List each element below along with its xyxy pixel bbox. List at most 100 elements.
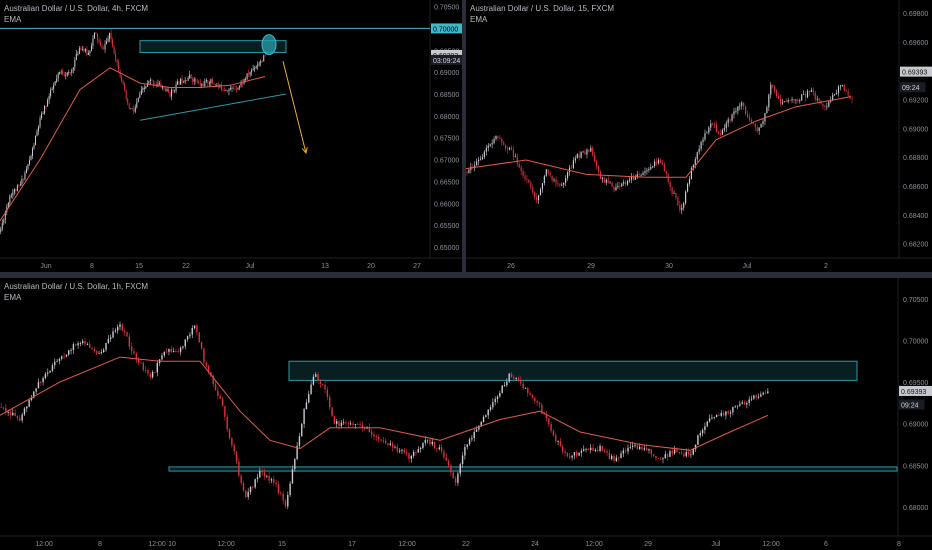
candle-body: [338, 421, 340, 427]
x-tick-label: 17: [348, 541, 356, 548]
candle-body: [686, 183, 689, 192]
candle-body: [636, 445, 639, 450]
candle-body: [408, 453, 410, 459]
candle-body: [613, 186, 615, 191]
candle-body: [683, 203, 685, 208]
candle-body: [723, 128, 725, 131]
candle-body: [625, 182, 627, 185]
candle-body: [256, 477, 259, 480]
chart-1h-svg[interactable]: 0.70500 0.70000 0.69500 0.69000 0.68500 0.680…: [0, 278, 932, 550]
candle-body: [615, 187, 617, 191]
candle-body: [474, 165, 476, 168]
candle-body: [235, 451, 238, 462]
candle-body: [569, 456, 571, 458]
x-tick-label: 12:00: [398, 541, 416, 548]
candle-body: [105, 342, 107, 350]
candle-body: [503, 385, 506, 386]
candle-body: [361, 424, 364, 428]
candle-body: [16, 185, 18, 191]
candle-body: [87, 53, 89, 55]
candle-body: [345, 422, 347, 424]
chart-4h-svg[interactable]: 0.705000.700000.695000.690000.685000.680…: [0, 0, 462, 272]
candle-body: [80, 48, 82, 50]
chart-15m-svg[interactable]: 0.698000.696000.694000.692000.690000.688…: [466, 0, 932, 272]
candle-body: [583, 449, 585, 451]
candle-body: [580, 450, 583, 453]
candle-body: [116, 326, 119, 331]
candle-body: [473, 431, 475, 439]
candle-body: [824, 105, 826, 107]
candle-body: [151, 371, 154, 378]
candle-body: [23, 408, 26, 415]
y-tick-label: 0.68500: [434, 92, 459, 99]
candle-body: [205, 362, 207, 366]
candle-body: [787, 100, 789, 102]
candle-body: [247, 491, 249, 497]
candle-body: [44, 106, 46, 114]
candle-body: [5, 407, 7, 413]
candle-body: [772, 84, 774, 87]
candle-body: [746, 113, 749, 118]
chart-15m-title: Australian Dollar / U.S. Dollar, 15, FXC…: [470, 4, 615, 13]
candle-body: [35, 135, 37, 145]
candle-body: [539, 189, 542, 196]
candle-body: [329, 397, 331, 408]
vertical-pane-divider[interactable]: [462, 0, 466, 272]
candle-body: [261, 471, 263, 473]
chart-pane-15m[interactable]: 0.698000.696000.694000.692000.690000.688…: [466, 0, 932, 272]
horizontal-pane-divider[interactable]: [0, 272, 932, 278]
candle-body: [59, 71, 61, 74]
candle-body: [497, 136, 499, 139]
candle-body: [296, 445, 298, 460]
candle-body: [496, 396, 499, 399]
candle-body: [137, 359, 140, 363]
candle-body: [115, 53, 117, 60]
zone-rectangle: [168, 466, 898, 472]
candle-body: [405, 452, 408, 454]
candle-body: [275, 482, 277, 485]
candle-body: [21, 178, 23, 185]
candle-body: [225, 90, 227, 92]
candle-body: [238, 461, 240, 476]
candle-body: [226, 416, 228, 430]
candle-body: [89, 50, 91, 54]
candle-body: [845, 90, 847, 92]
candle-body: [133, 351, 135, 354]
candle-body: [669, 181, 671, 188]
candle-body: [12, 412, 14, 416]
candle-body: [228, 429, 231, 438]
candle-body: [149, 79, 151, 82]
candle-body: [121, 324, 124, 331]
candle-body: [252, 68, 254, 70]
candle-body: [501, 385, 503, 394]
candle-body: [801, 94, 803, 101]
candle-body: [584, 151, 586, 155]
candle-body: [624, 450, 627, 452]
level-price-label-bg: [431, 23, 462, 34]
candle-body: [172, 350, 175, 352]
candle-body: [181, 78, 183, 83]
candle-body: [791, 99, 793, 101]
candle-body: [779, 98, 782, 104]
candle-body: [537, 195, 540, 201]
candle-body: [93, 348, 96, 352]
candle-body: [100, 352, 103, 354]
candle-body: [217, 390, 219, 396]
candle-body: [86, 49, 88, 55]
chart-pane-1h[interactable]: 0.70500 0.70000 0.69500 0.69000 0.68500 0.680…: [0, 278, 932, 550]
candle-body: [51, 365, 54, 371]
chart-pane-4h[interactable]: 0.705000.700000.695000.690000.685000.680…: [0, 0, 462, 272]
candle-body: [520, 167, 522, 171]
candle-body: [16, 415, 19, 419]
candle-body: [259, 471, 261, 478]
candle-body: [186, 336, 189, 340]
candle-body: [541, 404, 543, 414]
candle-body: [9, 412, 12, 416]
candle-body: [7, 202, 9, 207]
candle-body: [84, 49, 86, 52]
candle-body: [630, 176, 633, 180]
candle-body: [208, 83, 210, 85]
candle-body: [764, 392, 767, 394]
candle-body: [450, 465, 452, 473]
candle-body: [436, 448, 438, 450]
